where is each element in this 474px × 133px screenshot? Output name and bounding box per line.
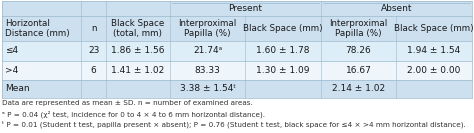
Bar (2, 41, 472, 61)
Text: ᵃ P = 0.04 (χ² test, incidence for 0 to 4 × 4 to 6 mm horizontal distance).: ᵃ P = 0.04 (χ² test, incidence for 0 to … (2, 110, 265, 118)
Bar (2, 16, 472, 41)
Text: Black Space
(total, mm): Black Space (total, mm) (111, 19, 164, 38)
Text: >4: >4 (5, 66, 18, 75)
Text: Mean: Mean (5, 84, 30, 93)
Text: 1.30 ± 1.09: 1.30 ± 1.09 (256, 66, 310, 75)
Text: ≤4: ≤4 (5, 46, 18, 55)
Text: Black Space (mm): Black Space (mm) (394, 24, 474, 33)
Text: 2.14 ± 1.02: 2.14 ± 1.02 (332, 84, 385, 93)
Text: 2.00 ± 0.00: 2.00 ± 0.00 (407, 66, 461, 75)
Text: n: n (91, 24, 96, 33)
Bar (2, 1, 472, 16)
Text: ᵗ P = 0.01 (Student t test, papilla present × absent); P = 0.76 (Student t test,: ᵗ P = 0.01 (Student t test, papilla pres… (2, 120, 466, 128)
Text: 6: 6 (91, 66, 96, 75)
Text: 1.94 ± 1.54: 1.94 ± 1.54 (407, 46, 461, 55)
Text: Data are represented as mean ± SD. n = number of examined areas.: Data are represented as mean ± SD. n = n… (2, 100, 253, 106)
Text: Present: Present (228, 4, 263, 13)
Text: Interproximal
Papilla (%): Interproximal Papilla (%) (179, 19, 237, 38)
Text: Black Space (mm): Black Space (mm) (243, 24, 323, 33)
Text: 83.33: 83.33 (195, 66, 220, 75)
Text: 21.74ᵃ: 21.74ᵃ (193, 46, 222, 55)
Text: Absent: Absent (381, 4, 412, 13)
Text: 1.60 ± 1.78: 1.60 ± 1.78 (256, 46, 310, 55)
Text: 3.38 ± 1.54ᵗ: 3.38 ± 1.54ᵗ (180, 84, 236, 93)
Bar (2, 80, 472, 98)
Text: 23: 23 (88, 46, 99, 55)
Text: 16.67: 16.67 (346, 66, 372, 75)
Bar (2, 61, 472, 80)
Text: Interproximal
Papilla (%): Interproximal Papilla (%) (329, 19, 388, 38)
Text: 1.86 ± 1.56: 1.86 ± 1.56 (111, 46, 164, 55)
Text: 78.26: 78.26 (346, 46, 372, 55)
Text: Horizontal
Distance (mm): Horizontal Distance (mm) (5, 19, 70, 38)
Text: 1.41 ± 1.02: 1.41 ± 1.02 (111, 66, 164, 75)
